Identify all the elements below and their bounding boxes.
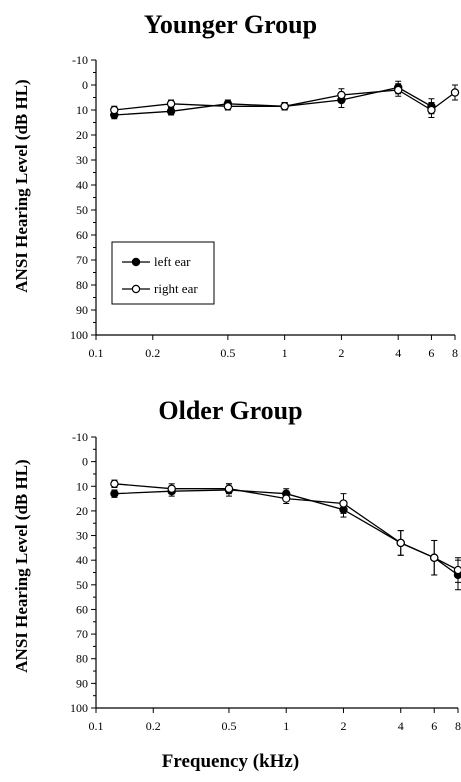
y-tick-label: 90 <box>76 303 88 317</box>
x-tick-label: 8 <box>455 719 461 733</box>
x-tick-label: 0.2 <box>146 719 161 733</box>
y-tick-label: 10 <box>76 479 88 493</box>
y-tick-label: -10 <box>72 53 88 67</box>
y-tick-label: 80 <box>76 278 88 292</box>
y-tick-label: 70 <box>76 627 88 641</box>
series-left-ear <box>110 80 436 120</box>
bottom-chart-title: Older Group <box>158 396 303 425</box>
y-tick-label: 0 <box>82 78 88 92</box>
x-tick-label: 0.5 <box>221 719 236 733</box>
y-tick-label: 60 <box>76 602 88 616</box>
x-tick-label: 0.5 <box>220 346 235 360</box>
y-tick-label: 100 <box>70 328 88 342</box>
x-axis-label: Frequency (kHz) <box>161 751 300 772</box>
x-tick-label: 6 <box>431 719 437 733</box>
data-point <box>394 85 403 95</box>
data-point <box>282 494 291 503</box>
data-point <box>450 88 460 97</box>
y-tick-label: 100 <box>70 701 88 715</box>
y-tick-label: 50 <box>76 578 88 592</box>
data-point <box>167 484 176 493</box>
data-point <box>224 484 234 493</box>
series-right-ear <box>110 479 461 583</box>
y-tick-label: 30 <box>76 153 88 167</box>
y-tick-label: 20 <box>76 128 88 142</box>
x-tick-label: 4 <box>398 719 404 733</box>
legend: left ear right ear <box>111 241 215 305</box>
data-point <box>110 105 119 115</box>
x-tick-label: 2 <box>340 719 346 733</box>
legend-box <box>111 241 215 305</box>
series-line <box>114 483 459 571</box>
data-point <box>110 479 119 489</box>
y-tick-label: -10 <box>72 430 88 444</box>
y-tick-label: 70 <box>76 253 88 267</box>
data-point <box>453 565 461 575</box>
x-tick-label: 0.2 <box>145 346 160 360</box>
y-tick-label: 40 <box>76 178 88 192</box>
legend-marker <box>131 284 141 294</box>
x-tick-label: 1 <box>282 346 288 360</box>
data-point <box>427 105 436 115</box>
y-tick-label: 50 <box>76 203 88 217</box>
data-point <box>110 489 119 498</box>
x-tick-label: 2 <box>338 346 344 360</box>
y-tick-label: 60 <box>76 228 88 242</box>
legend-entry-label: left ear <box>154 254 191 269</box>
y-tick-label: 0 <box>82 455 88 469</box>
legend-marker <box>131 257 141 267</box>
series-right-ear <box>110 83 460 118</box>
data-point <box>396 538 405 548</box>
y-tick-label: 10 <box>76 103 88 117</box>
y-tick-label: 80 <box>76 652 88 666</box>
series-line <box>114 89 456 111</box>
x-tick-label: 6 <box>428 346 434 360</box>
x-tick-label: 0.1 <box>89 719 104 733</box>
x-tick-label: 0.1 <box>89 346 104 360</box>
x-tick-label: 1 <box>283 719 289 733</box>
x-tick-label: 4 <box>395 346 401 360</box>
y-tick-label: 90 <box>76 676 88 690</box>
data-point <box>223 102 233 111</box>
x-tick-label: 8 <box>452 346 458 360</box>
top-chart-title: Younger Group <box>143 10 318 39</box>
data-point <box>166 107 176 116</box>
y-tick-label: 30 <box>76 529 88 543</box>
data-point <box>339 499 348 508</box>
legend-entry-label: right ear <box>154 281 198 296</box>
y-tick-label: 40 <box>76 553 88 567</box>
data-point <box>280 102 289 111</box>
data-point <box>166 99 176 108</box>
y-tick-label: 20 <box>76 504 88 518</box>
data-point <box>337 90 346 100</box>
data-point <box>430 553 439 562</box>
